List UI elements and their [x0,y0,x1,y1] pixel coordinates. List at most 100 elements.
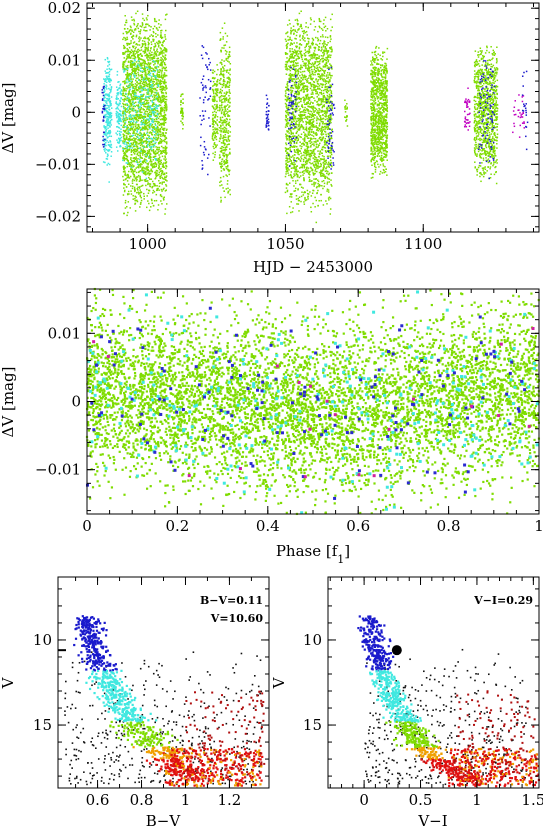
data-point [106,110,108,112]
data-point [144,98,146,100]
data-point [182,128,184,130]
data-point [137,57,139,59]
data-point [318,39,320,41]
data-point [228,54,230,56]
data-point [325,36,327,38]
data-point [213,133,215,135]
data-point [216,131,218,133]
data-point [136,192,138,194]
data-point [297,180,299,182]
data-point [124,170,126,172]
data-point [147,59,149,61]
data-point [286,171,288,173]
data-point [315,26,317,28]
data-point [109,84,111,86]
data-point [160,195,162,197]
data-point [127,162,129,164]
data-point [126,162,128,164]
data-point [102,99,104,101]
data-point [125,141,127,143]
data-point [220,71,222,73]
data-point [293,164,295,166]
data-point [303,97,305,99]
data-point [159,27,161,29]
data-point [142,154,144,156]
data-point [299,122,301,124]
data-point [142,129,144,131]
data-point [223,85,225,87]
data-point [147,84,149,86]
data-point [219,105,221,107]
data-point [313,39,315,41]
data-point [285,61,287,63]
data-point [138,167,140,169]
data-point [158,97,160,99]
data-point [111,136,113,138]
data-point [144,27,146,29]
data-point [163,67,165,69]
data-point [129,78,131,80]
data-point [299,177,301,179]
data-point [327,181,329,183]
data-point [229,126,231,128]
data-point [127,133,128,135]
data-point [165,117,167,119]
data-point [156,69,158,71]
data-point [122,176,124,178]
data-point [148,136,150,138]
data-point [320,175,322,177]
data-point [133,55,135,57]
data-point [223,122,225,124]
data-point [130,80,132,82]
data-point [165,168,167,170]
data-point [123,137,125,139]
data-point [288,132,290,134]
data-point [153,78,155,80]
data-point [165,82,167,84]
data-point [149,80,151,82]
data-point [291,143,293,145]
data-point [149,151,151,153]
data-point [154,99,156,101]
data-point [325,70,327,72]
data-point [136,122,138,124]
data-point [160,178,162,180]
data-point [147,15,149,17]
data-point [157,79,159,81]
data-point [133,121,135,123]
data-point [156,190,158,192]
data-point [213,120,215,122]
data-point [166,147,168,149]
data-point [132,78,134,80]
data-point [105,79,107,81]
data-point [318,108,320,110]
data-point [152,81,154,83]
data-point [139,99,141,101]
data-point [299,200,301,202]
data-point [227,162,229,164]
data-point [120,101,122,103]
data-point [119,140,121,142]
data-point [267,98,269,100]
data-point [141,97,143,99]
data-point [313,52,315,54]
data-point [133,152,135,154]
data-point [220,91,222,93]
data-point [225,99,227,101]
data-point [216,144,218,146]
data-point [320,36,322,38]
data-point [212,69,214,71]
data-point [157,29,159,31]
data-point [123,125,125,127]
data-point [219,83,221,85]
data-point [125,153,127,155]
data-point [128,129,130,131]
data-point [122,113,124,115]
data-point [130,190,132,192]
data-point [220,73,222,75]
data-point [153,60,155,62]
data-point [166,70,168,72]
data-point [148,192,150,194]
data-point [162,156,164,158]
data-point [309,110,311,112]
